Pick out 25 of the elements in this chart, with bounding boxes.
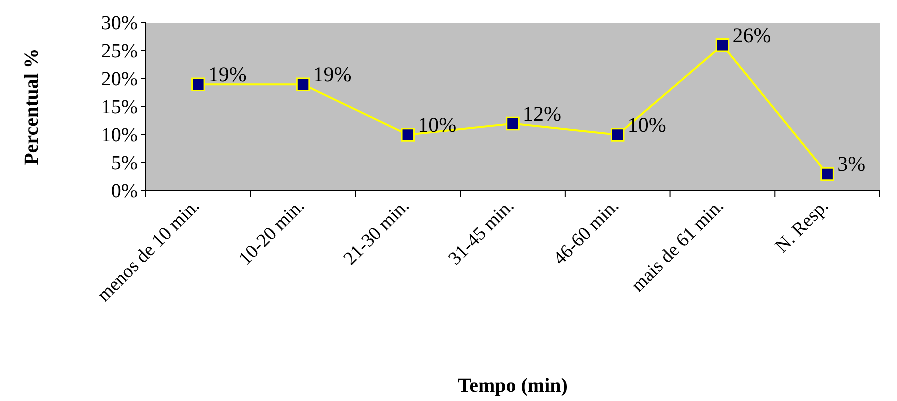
y-tick-label: 0%	[111, 180, 138, 202]
x-tick-label: mais de 61 min.	[628, 196, 728, 296]
data-label: 3%	[838, 152, 866, 176]
data-label: 19%	[208, 62, 247, 87]
y-tick-label: 25%	[101, 40, 138, 62]
point	[716, 38, 730, 52]
data-label: 26%	[732, 23, 772, 48]
x-tick-label: N. Resp.	[772, 196, 834, 258]
y-tick-label: 5%	[111, 152, 138, 174]
data-label: 10%	[418, 113, 457, 137]
point	[296, 78, 310, 92]
x-axis-title: Tempo (min)	[458, 375, 568, 397]
point	[610, 128, 625, 142]
y-tick-label: 20%	[101, 68, 138, 90]
point	[401, 128, 416, 142]
y-axis-title: Percentual %	[21, 48, 43, 166]
data-label: 10%	[628, 113, 666, 137]
data-label: 12%	[523, 102, 562, 126]
y-tick-label: 30%	[101, 12, 138, 34]
point	[506, 116, 520, 131]
point	[820, 167, 834, 182]
y-tick-label: 15%	[101, 96, 138, 118]
point	[192, 78, 206, 92]
y-tick-label: 10%	[101, 124, 138, 146]
data-label: 19%	[313, 62, 352, 87]
